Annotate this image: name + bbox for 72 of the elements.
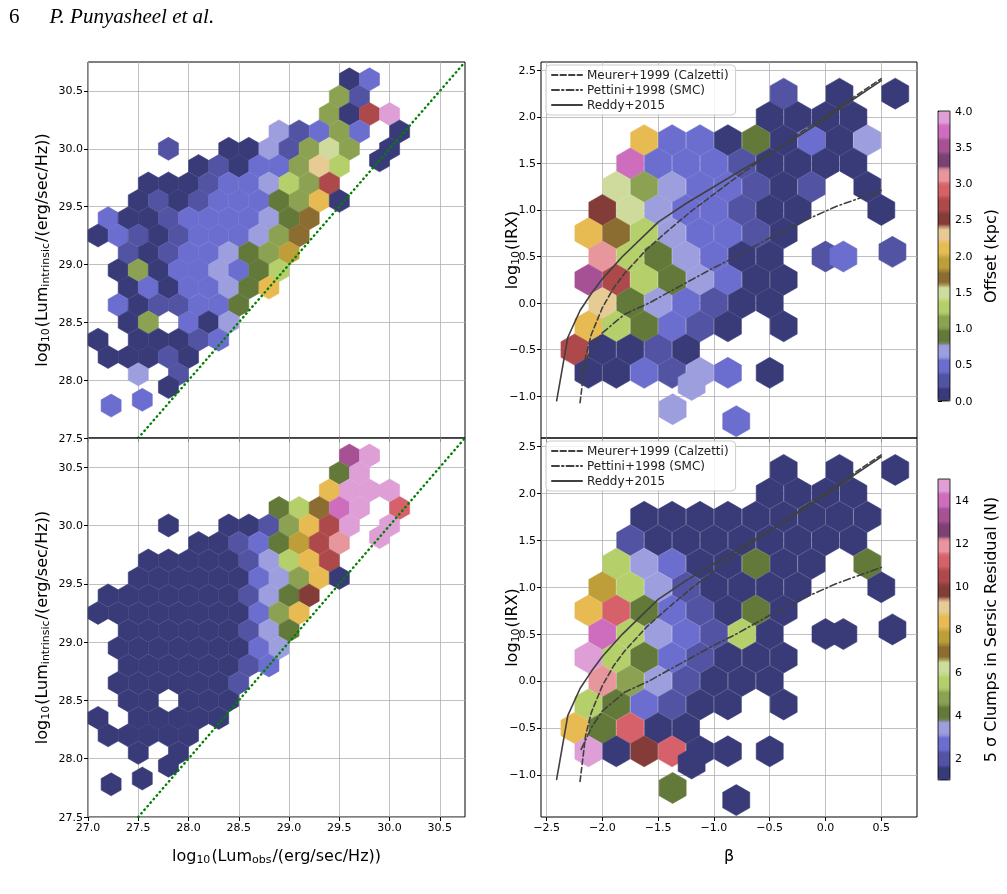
y-axis-title: log10(Lumintrinsic/(erg/sec/Hz)) [31, 133, 52, 367]
y-tick-label: −0.5 [509, 343, 536, 357]
y-tick-label: 29.5 [58, 577, 83, 591]
x-tick-label: 29.5 [327, 821, 352, 834]
x-tick-label: −2.5 [533, 821, 560, 834]
color-bar-title: Offset (kpc) [980, 209, 1000, 303]
color-bar-label: 2 [955, 752, 962, 765]
y-tick-label: 30.5 [58, 84, 83, 98]
x-tick-label: 27.5 [126, 821, 151, 834]
color-bar-label: 12 [955, 537, 969, 550]
x-tick-label: 30.0 [377, 821, 402, 834]
y-tick-label: 2.0 [518, 486, 536, 500]
x-tick-label: 0.5 [872, 821, 891, 834]
color-bar-label: 8 [955, 623, 962, 636]
legend-label: Meurer+1999 (Calzetti) [587, 68, 729, 82]
y-tick-label: 2.5 [518, 63, 536, 77]
legend-label: Reddy+2015 [587, 98, 666, 112]
x-tick-label: 30.5 [427, 821, 453, 834]
y-tick-label: −0.5 [509, 721, 536, 735]
color-bar-title: 5 σ Clumps in Sersic Residual (N) [980, 496, 1000, 763]
legend-label: Pettini+1998 (SMC) [587, 459, 705, 473]
y-axis-title: log10(Lumintrinsic/(erg/sec/Hz)) [31, 510, 52, 745]
legend-label: Reddy+2015 [587, 474, 666, 488]
color-bar-label: 1.5 [955, 285, 973, 299]
color-bar-label: 1.0 [955, 322, 973, 335]
y-tick-label: 27.5 [58, 431, 83, 445]
y-tick-label: 2.0 [518, 110, 536, 124]
text: P. Punyasheel et al. [49, 4, 215, 28]
legend-label: Pettini+1998 (SMC) [587, 83, 705, 97]
color-bar-label: 6 [955, 666, 962, 679]
y-tick-label: 28.0 [58, 752, 83, 766]
color-bar-label: 3.5 [955, 140, 973, 154]
x-tick-label: 29.0 [276, 821, 302, 834]
x-tick-label: −0.5 [756, 821, 784, 834]
color-bar-label: 0.0 [955, 394, 973, 408]
color-bar-label: 14 [955, 494, 969, 507]
y-tick-label: 29.0 [58, 257, 83, 271]
y-tick-label: −1.0 [509, 768, 536, 782]
y-tick-label: 29.5 [58, 200, 83, 214]
y-tick-label: 0.0 [518, 674, 536, 688]
x-tick-label: 28.5 [226, 821, 252, 834]
y-tick-label: 27.5 [58, 810, 83, 824]
legend-label: Meurer+1999 (Calzetti) [587, 444, 729, 458]
color-bar-label: 4.0 [955, 104, 973, 118]
color-bar-label: 0.5 [955, 358, 973, 372]
y-tick-label: 0.5 [518, 250, 536, 264]
color-bar-label: 3.0 [955, 177, 973, 190]
color-bar-label: 2.0 [955, 249, 973, 263]
y-tick-label: 0.5 [518, 627, 536, 641]
y-tick-label: −1.0 [509, 389, 536, 403]
y-tick-label: 30.5 [58, 460, 83, 474]
color-bar-label: 10 [955, 580, 969, 593]
y-tick-label: 28.0 [58, 373, 83, 387]
y-tick-label: 29.0 [58, 635, 83, 649]
x-tick-label: 27.0 [75, 821, 101, 834]
y-tick-label: 0.0 [518, 296, 536, 310]
y-tick-label: 2.5 [518, 439, 536, 453]
x-tick-label: −1.0 [700, 821, 728, 834]
color-bar-label: 2.5 [955, 213, 973, 227]
y-tick-label: 28.5 [58, 315, 83, 329]
y-tick-label: 30.0 [58, 142, 83, 156]
x-tick-label: −2.0 [589, 821, 616, 834]
text: 6 [9, 4, 20, 28]
y-tick-label: 1.5 [518, 156, 536, 170]
color-bar-label: 4 [955, 709, 962, 722]
x-axis-title: β [723, 845, 735, 865]
y-tick-label: 1.5 [518, 533, 536, 547]
x-tick-label: 0.0 [816, 821, 835, 834]
y-tick-label: 30.0 [58, 518, 83, 532]
y-tick-label: 28.5 [58, 693, 83, 707]
x-tick-label: −1.5 [644, 821, 672, 834]
x-tick-label: 28.0 [176, 821, 201, 834]
